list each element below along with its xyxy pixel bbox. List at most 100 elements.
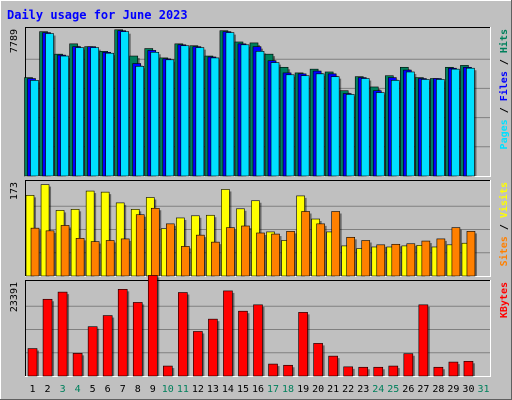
bar-sites-day-11 bbox=[181, 246, 190, 277]
day-label-11: 11 bbox=[177, 384, 189, 395]
chart-title: Daily usage for June 2023 bbox=[7, 8, 188, 22]
day-label-9: 9 bbox=[150, 384, 156, 395]
bar-sites-day-2 bbox=[45, 230, 55, 277]
bar-sites-day-10 bbox=[166, 223, 175, 277]
bar-sites-day-14 bbox=[226, 227, 235, 277]
bar-pages-day-30 bbox=[466, 67, 475, 177]
day-label-2: 2 bbox=[45, 384, 51, 395]
panel-visits: 173 Sites / Visits bbox=[9, 180, 510, 277]
max-value-label-kbytes: 23391 bbox=[9, 282, 20, 312]
bar-sites-day-22 bbox=[346, 236, 355, 277]
bar-pages-day-11 bbox=[180, 45, 190, 177]
bar-pages-day-10 bbox=[165, 59, 175, 177]
day-label-31: 31 bbox=[477, 384, 489, 395]
bar-sites-day-5 bbox=[90, 241, 100, 277]
bar-visits-day-2 bbox=[40, 184, 50, 277]
bar-sites-day-25 bbox=[391, 243, 401, 277]
day-label-23: 23 bbox=[357, 384, 369, 395]
bar-sites-day-15 bbox=[241, 225, 250, 277]
bar-pages-day-6 bbox=[105, 52, 114, 177]
bar-pages-day-29 bbox=[451, 68, 460, 177]
bar-pages-day-15 bbox=[240, 44, 250, 177]
day-label-7: 7 bbox=[120, 384, 126, 395]
day-label-12: 12 bbox=[192, 384, 204, 395]
bar-kbytes-day-28 bbox=[433, 366, 444, 377]
bar-sites-day-12 bbox=[196, 234, 205, 277]
bar-sites-day-28 bbox=[436, 238, 446, 277]
day-label-3: 3 bbox=[60, 384, 66, 395]
bar-kbytes-day-7 bbox=[117, 289, 128, 377]
bar-kbytes-day-21 bbox=[328, 355, 338, 377]
day-label-4: 4 bbox=[75, 384, 81, 395]
day-label-5: 5 bbox=[90, 384, 96, 395]
bar-pages-day-8 bbox=[135, 66, 145, 177]
bar-pages-day-28 bbox=[436, 79, 445, 177]
bar-pages-day-3 bbox=[60, 55, 69, 177]
bar-kbytes-day-22 bbox=[343, 366, 353, 377]
bar-sites-day-13 bbox=[211, 241, 220, 277]
day-label-25: 25 bbox=[387, 384, 399, 395]
bar-pages-day-17 bbox=[270, 62, 280, 177]
panel-hits: 7789 Pages / Files / Hits bbox=[9, 27, 510, 177]
bar-visits-day-6 bbox=[100, 191, 110, 277]
legend-hits: Pages / Files / Hits bbox=[498, 29, 510, 149]
bar-sites-day-24 bbox=[376, 244, 386, 277]
bar-kbytes-day-3 bbox=[57, 291, 68, 377]
bar-kbytes-day-8 bbox=[132, 302, 143, 377]
bar-sites-day-18 bbox=[286, 231, 295, 277]
bar-sites-day-27 bbox=[421, 240, 431, 277]
day-label-8: 8 bbox=[135, 384, 141, 395]
bar-sites-day-9 bbox=[150, 207, 160, 277]
bar-pages-day-14 bbox=[225, 32, 235, 177]
day-label-16: 16 bbox=[252, 384, 264, 395]
bar-pages-day-18 bbox=[285, 74, 295, 177]
bar-kbytes-day-17 bbox=[268, 363, 278, 377]
bar-pages-day-9 bbox=[150, 51, 160, 177]
day-label-15: 15 bbox=[237, 384, 249, 395]
bar-sites-day-26 bbox=[406, 243, 416, 277]
day-label-27: 27 bbox=[417, 384, 429, 395]
day-label-18: 18 bbox=[282, 384, 294, 395]
bar-pages-day-20 bbox=[315, 73, 325, 177]
bar-pages-day-24 bbox=[375, 92, 385, 177]
bar-kbytes-day-18 bbox=[283, 364, 293, 377]
max-value-label-visits: 173 bbox=[9, 182, 20, 200]
bar-pages-day-12 bbox=[195, 47, 205, 177]
day-labels: 1 2 3 4 5 6 7 8 9 10 11 12 13 14 15 16 17 18 19 20 21 22 23 24 2… bbox=[30, 384, 490, 395]
bar-kbytes-day-13 bbox=[208, 318, 218, 377]
bar-pages-day-16 bbox=[255, 51, 265, 177]
bar-pages-day-4 bbox=[75, 47, 84, 177]
day-label-17: 17 bbox=[267, 384, 279, 395]
bar-pages-day-27 bbox=[421, 79, 430, 177]
bar-kbytes-day-20 bbox=[313, 343, 323, 377]
bar-kbytes-day-27 bbox=[418, 304, 429, 377]
bar-kbytes-day-2 bbox=[42, 298, 53, 377]
bar-kbytes-day-16 bbox=[253, 304, 263, 377]
day-label-21: 21 bbox=[327, 384, 339, 395]
day-label-20: 20 bbox=[312, 384, 324, 395]
day-label-22: 22 bbox=[342, 384, 354, 395]
day-label-14: 14 bbox=[222, 384, 234, 395]
bar-kbytes-day-26 bbox=[403, 353, 414, 377]
bar-pages-day-25 bbox=[390, 80, 400, 177]
bar-kbytes-day-19 bbox=[298, 312, 308, 377]
bar-kbytes-day-9 bbox=[147, 275, 158, 377]
day-label-1: 1 bbox=[30, 384, 36, 395]
legend-kbytes: KBytes bbox=[499, 282, 510, 318]
bar-kbytes-day-5 bbox=[87, 326, 98, 377]
day-label-19: 19 bbox=[297, 384, 309, 395]
max-value-label-hits: 7789 bbox=[9, 29, 20, 53]
bar-kbytes-day-6 bbox=[102, 315, 113, 377]
bar-pages-day-1 bbox=[30, 80, 39, 177]
day-label-28: 28 bbox=[432, 384, 444, 395]
day-label-6: 6 bbox=[105, 384, 111, 395]
bar-sites-day-4 bbox=[75, 238, 85, 277]
day-label-13: 13 bbox=[207, 384, 219, 395]
bar-sites-day-3 bbox=[60, 225, 70, 277]
bar-kbytes-day-1 bbox=[27, 348, 38, 377]
bar-pages-day-13 bbox=[210, 57, 220, 177]
bar-pages-day-22 bbox=[345, 94, 355, 177]
bar-pages-day-2 bbox=[45, 33, 54, 177]
bar-kbytes-day-12 bbox=[193, 331, 203, 377]
